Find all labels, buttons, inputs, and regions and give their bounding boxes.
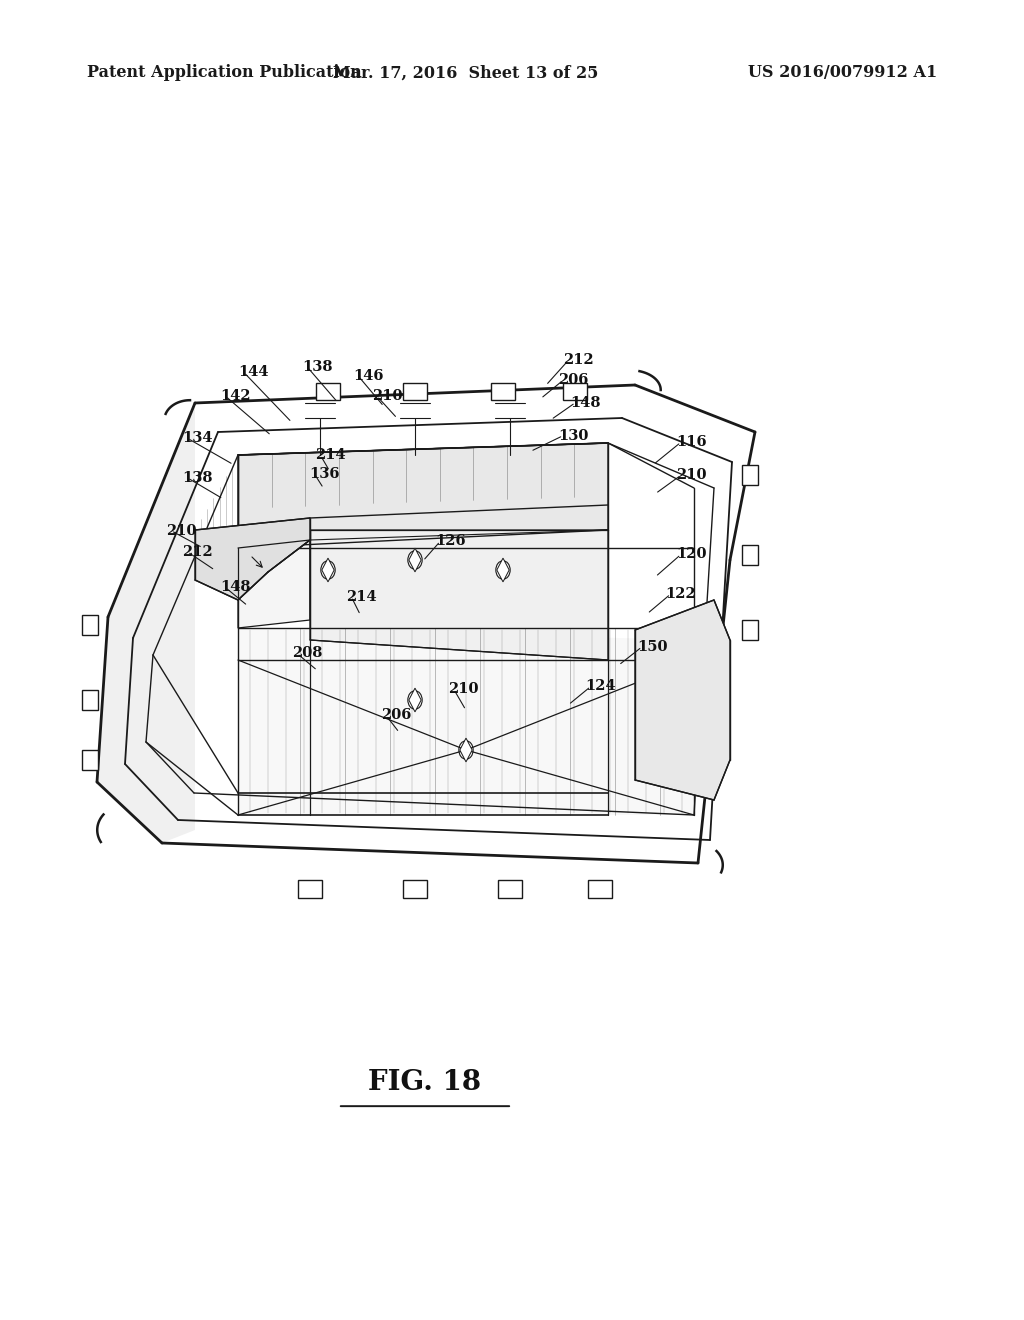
Text: 214: 214 [346,590,377,603]
Polygon shape [82,615,98,635]
Text: 122: 122 [666,587,696,601]
Polygon shape [403,383,427,400]
Text: 210: 210 [449,682,479,696]
Polygon shape [409,688,421,711]
Polygon shape [310,531,608,660]
Polygon shape [635,601,730,800]
Text: 126: 126 [435,535,466,548]
Text: 144: 144 [239,366,269,379]
Text: 208: 208 [292,647,323,660]
Polygon shape [409,548,421,572]
Polygon shape [742,545,758,565]
Text: 150: 150 [637,640,668,653]
Text: 138: 138 [182,471,213,484]
Text: 206: 206 [381,709,412,722]
Polygon shape [82,750,98,770]
Polygon shape [460,738,472,762]
Text: 148: 148 [570,396,601,409]
Polygon shape [298,880,322,898]
Polygon shape [403,880,427,898]
Text: 124: 124 [586,680,616,693]
Text: Patent Application Publication: Patent Application Publication [87,65,361,81]
Polygon shape [322,558,334,582]
Polygon shape [498,880,522,898]
Polygon shape [97,403,195,843]
Text: 212: 212 [563,354,594,367]
Text: 148: 148 [220,581,251,594]
Polygon shape [497,558,509,582]
Polygon shape [588,880,612,898]
Text: Mar. 17, 2016  Sheet 13 of 25: Mar. 17, 2016 Sheet 13 of 25 [333,65,599,81]
Polygon shape [563,383,587,400]
Polygon shape [195,517,310,601]
Polygon shape [238,628,694,814]
Text: US 2016/0079912 A1: US 2016/0079912 A1 [748,65,937,81]
Text: 134: 134 [182,432,213,445]
Polygon shape [82,690,98,710]
Text: 120: 120 [676,548,707,561]
Text: 210: 210 [676,469,707,482]
Text: 130: 130 [558,429,589,442]
Polygon shape [490,383,515,400]
Text: 146: 146 [353,370,384,383]
Text: 142: 142 [220,389,251,403]
Polygon shape [316,383,340,400]
Polygon shape [238,444,608,548]
Polygon shape [742,620,758,640]
Text: 116: 116 [676,436,707,449]
Text: 214: 214 [315,449,346,462]
Text: 206: 206 [558,374,589,387]
Text: 138: 138 [302,360,333,374]
Text: 210: 210 [166,524,197,537]
Polygon shape [238,540,310,628]
Text: FIG. 18: FIG. 18 [369,1069,481,1096]
Text: 210: 210 [372,389,402,403]
Polygon shape [742,465,758,484]
Text: 212: 212 [182,545,213,558]
Text: 136: 136 [309,467,340,480]
